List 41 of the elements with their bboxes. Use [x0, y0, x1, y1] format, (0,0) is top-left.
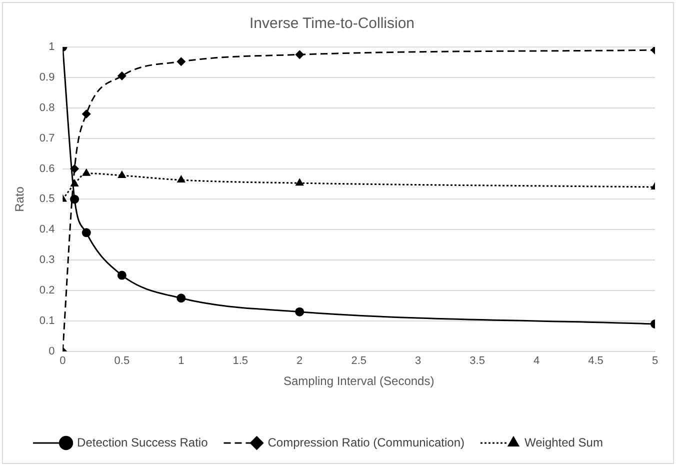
point — [295, 178, 304, 186]
point — [118, 170, 126, 178]
y-axis-title: Rato — [12, 186, 27, 212]
point — [176, 294, 186, 303]
point — [295, 307, 304, 316]
x-tick-label: 3.5 — [470, 355, 485, 368]
y-tick-label: 0.7 — [39, 132, 55, 144]
point — [82, 109, 91, 118]
legend-label: Weighted Sum — [524, 435, 603, 450]
x-tick-label: 1 — [178, 355, 184, 368]
chart-title: Inverse Time-to-Collision — [249, 15, 415, 32]
x-tick-label: 5 — [652, 355, 658, 368]
x-tick-label: 3 — [415, 355, 422, 368]
y-tick-label: 0.8 — [39, 102, 55, 114]
y-tick-label: 0.1 — [39, 314, 55, 327]
point — [176, 175, 186, 183]
y-tick-label: 0.5 — [39, 193, 55, 206]
x-tick-label: 0.5 — [114, 355, 130, 368]
point — [295, 50, 304, 60]
y-tick-label: 1 — [48, 41, 55, 54]
point — [117, 71, 126, 80]
point — [176, 57, 186, 66]
x-tick-label: 4.5 — [588, 355, 604, 368]
point — [70, 194, 80, 204]
point — [117, 270, 126, 280]
y-tick-label: 0.4 — [39, 224, 55, 236]
x-tick-label: 4 — [533, 355, 540, 368]
legend-label: Detection Success Ratio — [77, 435, 208, 450]
x-axis-title: Sampling Interval (Seconds) — [283, 374, 434, 388]
x-tick-label: 1.5 — [232, 355, 248, 368]
x-tick-label: 2.5 — [351, 355, 366, 368]
y-tick-label: 0.3 — [39, 254, 55, 266]
y-tick-label: 0.2 — [39, 284, 55, 297]
legend-label: Compression Ratio (Communication) — [268, 435, 464, 450]
y-tick-label: 0.6 — [39, 162, 55, 175]
x-tick-label: 2 — [296, 355, 303, 368]
x-tick-label: 0 — [60, 355, 66, 368]
y-tick-label: 0.9 — [39, 71, 55, 84]
y-tick-label: 0 — [48, 345, 55, 358]
point — [82, 168, 91, 176]
point — [82, 228, 91, 238]
